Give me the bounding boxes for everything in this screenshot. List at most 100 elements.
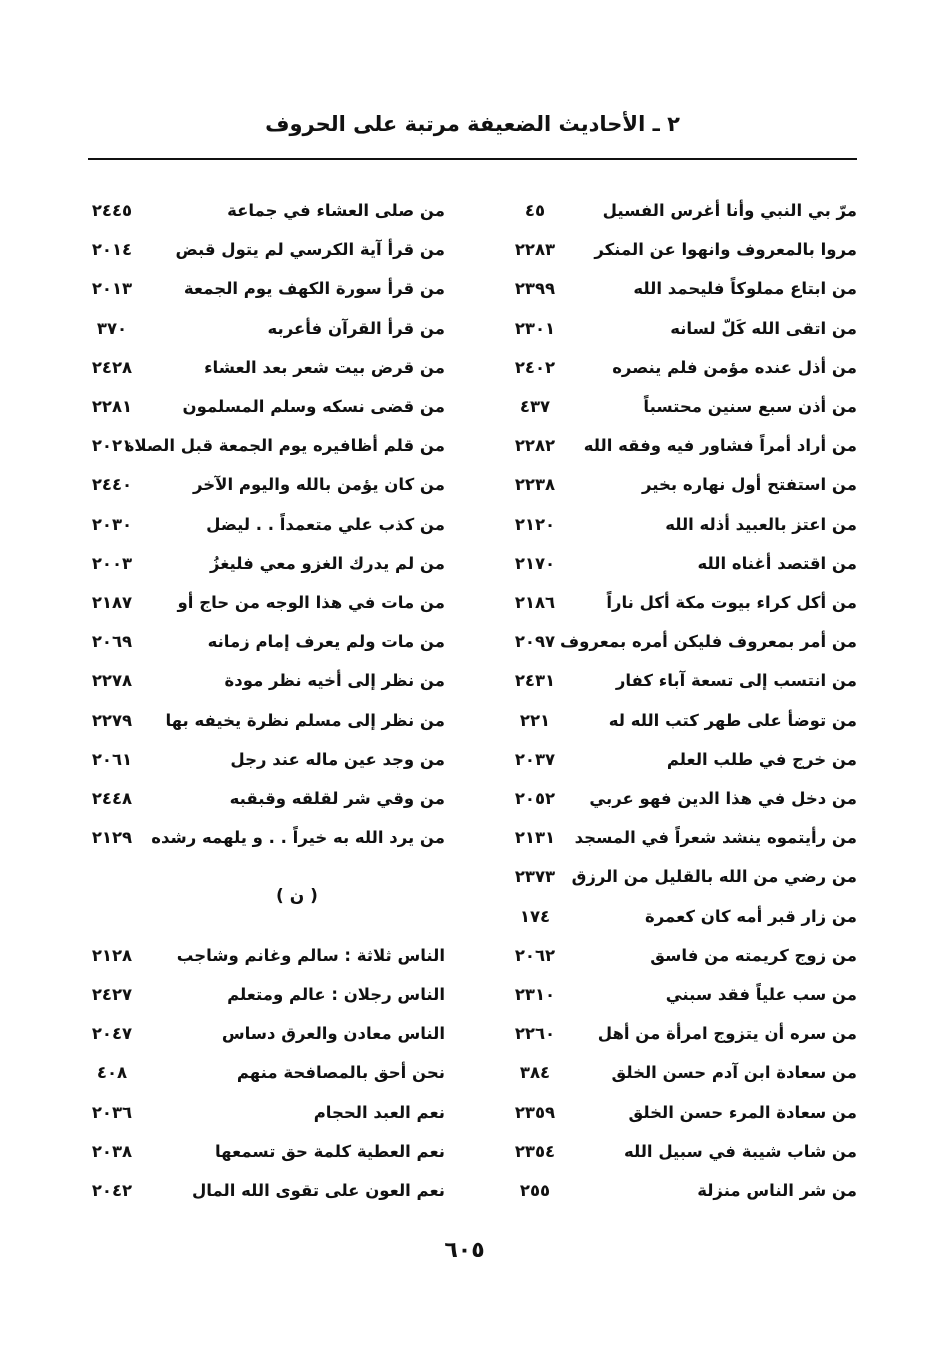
entry-number: ٢٢٣٨ — [514, 475, 556, 495]
index-entry: من لم يدرك الغزو معي فليغزُ ٢٠٠٣ — [0, 549, 445, 579]
index-entry: نعم العون على تقوى الله المال ٢٠٤٢ — [0, 1176, 445, 1206]
entry-text: من لم يدرك الغزو معي فليغزُ — [209, 553, 445, 573]
entry-number: ٢٠٤٢ — [91, 1181, 133, 1200]
entry-number: ٢٢٨٢ — [514, 436, 556, 456]
entry-text: من أكل كراء بيوت مكة أكل ناراً — [606, 593, 857, 612]
entry-text: من رأيتموه ينشد شعراً في المسجد — [574, 828, 857, 848]
entry-number: ٢٢٧٩ — [91, 710, 133, 730]
index-entry: من قرأ آية الكرسي لم يتول قبض ٢٠١٤ — [0, 235, 445, 265]
entry-number: ٢٤٣١ — [514, 671, 556, 691]
entry-text: نعم العون على تقوى الله المال — [191, 1181, 445, 1200]
entry-number: ٢٠٦٩ — [91, 632, 133, 652]
entry-text: من سعادة المرء حسن الخلق — [628, 1102, 857, 1122]
index-entry: من سعادة ابن آدم حسن الخلق ٣٨٤ — [0, 1058, 857, 1088]
entry-number: ٢٠٥٢ — [514, 789, 556, 808]
entry-text: نعم العبد الحجام — [313, 1102, 445, 1122]
entry-number: ٢٤٠٢ — [514, 357, 556, 377]
entry-number: ٢٤٤٨ — [91, 789, 133, 808]
entry-number: ٢٠٣٠ — [91, 514, 133, 534]
entry-number: ١٧٤ — [519, 906, 551, 926]
index-entry: من صلى العشاء في جماعة ٢٤٤٥ — [0, 196, 445, 226]
index-entry: من قرض بيت شعر بعد العشاء ٢٤٢٨ — [0, 353, 445, 383]
entry-number: ٢٠٦١ — [91, 749, 133, 769]
entry-text: من شر الناس منزلة — [697, 1181, 857, 1200]
entry-text: مرّ بي النبي وأنا أغرس الفسيل — [602, 201, 857, 220]
entry-text: مروا بالمعروف وانهوا عن المنكر — [594, 240, 857, 260]
index-entry: من نظر إلى أخيه نظر مودة ٢٢٧٨ — [0, 666, 445, 696]
entry-number: ٢٤٤٥ — [91, 201, 133, 220]
entry-number: ٢٠٤٧ — [91, 1024, 133, 1044]
entry-text: من كذب علي متعمداً . . ليضل — [206, 514, 445, 534]
index-entry: من زوج كريمته من فاسق ٢٠٦٢ — [0, 941, 857, 971]
entry-text: من قلم أظافيره يوم الجمعة قبل الصلاة — [124, 436, 445, 456]
index-entry: مروا بالمعروف وانهوا عن المنكر ٢٢٨٣ — [0, 235, 857, 265]
entry-text: من أمر بمعروف فليكن أمره بمعروف — [559, 632, 857, 652]
entry-number: ٢٤٢٨ — [91, 357, 133, 377]
entry-text: من سب علياً فقد سبني — [665, 985, 857, 1004]
index-entry: من أكل كراء بيوت مكة أكل ناراً ٢١٨٦ — [0, 588, 857, 618]
entry-number: ٢١٢٠ — [514, 514, 556, 534]
entry-text: الناس ثلاثة : سالم وغانم وشاجب — [176, 945, 445, 965]
entry-text: من استفتح أول نهاره بخير — [642, 475, 857, 495]
index-entry: مرّ بي النبي وأنا أغرس الفسيل ٤٥ — [0, 196, 857, 226]
index-entry: من وجد عين ماله عند رجل ٢٠٦١ — [0, 745, 445, 775]
entry-text: من خرج في طلب العلم — [666, 749, 857, 769]
entry-number: ٢٠٢١ — [91, 436, 133, 456]
entry-number: ٢٢١ — [519, 710, 551, 730]
index-entry: من قرأ سورة الكهف يوم الجمعة ٢٠١٣ — [0, 274, 445, 304]
entry-text: من قضى نسكه وسلم المسلمون — [182, 397, 445, 416]
entry-number: ٢٢٧٨ — [91, 671, 133, 691]
page-number: ٦٠٥ — [444, 1238, 485, 1263]
entry-text: الناس معادن والعرق دساس — [221, 1024, 445, 1044]
index-entry: من أمر بمعروف فليكن أمره بمعروف ٢٠٩٧ — [0, 627, 857, 657]
entry-number: ٢١٣١ — [514, 828, 556, 848]
entry-number: ٢٢٨٣ — [514, 240, 556, 260]
entry-text: من يرد الله به خيراً . . و يلهمه رشده — [151, 828, 445, 848]
index-entry: من اقتصد أغناه الله ٢١٧٠ — [0, 549, 857, 579]
index-entry: من انتسب إلى تسعة آباء كفار ٢٤٣١ — [0, 666, 857, 696]
entry-number: ٢٠١٣ — [91, 279, 133, 299]
entry-text: من أذل عنده مؤمن فلم ينصره — [612, 357, 857, 377]
index-entry: الناس معادن والعرق دساس ٢٠٤٧ — [0, 1019, 445, 1049]
entry-number: ٣٨٤ — [519, 1063, 551, 1083]
entry-text: من نظر إلى أخيه نظر مودة — [224, 671, 445, 691]
entry-text: من سره أن يتزوج امرأة من أهل — [597, 1024, 857, 1044]
index-entry: الناس ثلاثة : سالم وغانم وشاجب ٢١٢٨ — [0, 941, 445, 971]
index-entry: من اتقى الله كَلّ لسانه ٢٣٠١ — [0, 314, 857, 344]
index-entry: من اعتز بالعبيد أذله الله ٢١٢٠ — [0, 510, 857, 540]
entry-text: من كان يؤمن بالله واليوم الآخر — [193, 475, 445, 495]
entry-text: من اعتز بالعبيد أذله الله — [665, 514, 857, 534]
entry-text: من نظر إلى مسلم نظرة يخيفه بها — [165, 710, 445, 730]
entry-text: من قرأ القرآن فأعربه — [267, 318, 446, 338]
index-entry: من قرأ القرآن فأعربه ٣٧٠ — [0, 314, 445, 344]
index-entry: من رأيتموه ينشد شعراً في المسجد ٢١٣١ — [0, 823, 857, 853]
entry-number: ٢١٧٠ — [514, 553, 556, 573]
entry-number: ٢١٨٧ — [91, 593, 133, 612]
index-entry: من يرد الله به خيراً . . و يلهمه رشده ٢١٢… — [0, 823, 445, 853]
entry-text: الناس رجلان : عالم ومتعلم — [227, 985, 445, 1004]
entry-text: من وجد عين ماله عند رجل — [230, 749, 445, 769]
entry-number: ٢٤٢٧ — [91, 985, 133, 1004]
entry-number: ٢٣٠١ — [514, 318, 556, 338]
entry-number: ٤٣٧ — [519, 397, 551, 416]
entry-number: ٢٣٥٩ — [514, 1102, 556, 1122]
entry-text: من دخل في هذا الدين فهو عربي — [589, 789, 857, 808]
entry-number: ٢٣٧٣ — [514, 867, 556, 887]
entry-text: من قرأ آية الكرسي لم يتول قبض — [175, 240, 445, 260]
entry-number: ٤٠٨ — [96, 1063, 128, 1083]
entry-text: من زار قبر أمه كان كعمرة — [645, 906, 857, 926]
index-entry: من مات في هذا الوجه من حاج أو ٢١٨٧ — [0, 588, 445, 618]
index-entry: من كذب علي متعمداً . . ليضل ٢٠٣٠ — [0, 510, 445, 540]
entry-text: من قرأ سورة الكهف يوم الجمعة — [183, 279, 445, 299]
index-entry: من شاب شيبة في سبيل الله ٢٣٥٤ — [0, 1137, 857, 1167]
index-entry: من زار قبر أمه كان كعمرة ١٧٤ — [0, 902, 857, 932]
index-entry: من شر الناس منزلة ٢٥٥ — [0, 1176, 857, 1206]
index-entry: من أذن سبع سنين محتسباً ٤٣٧ — [0, 392, 857, 422]
index-entry: من خرج في طلب العلم ٢٠٣٧ — [0, 745, 857, 775]
entry-number: ٢١٢٨ — [91, 945, 133, 965]
entry-text: من زوج كريمته من فاسق — [650, 945, 857, 965]
index-entry: من كان يؤمن بالله واليوم الآخر ٢٤٤٠ — [0, 470, 445, 500]
entry-text: من انتسب إلى تسعة آباء كفار — [615, 671, 857, 691]
index-entry: نعم العبد الحجام ٢٠٣٦ — [0, 1098, 445, 1128]
entry-text: من رضي من الله بالقليل من الرزق — [571, 867, 857, 887]
